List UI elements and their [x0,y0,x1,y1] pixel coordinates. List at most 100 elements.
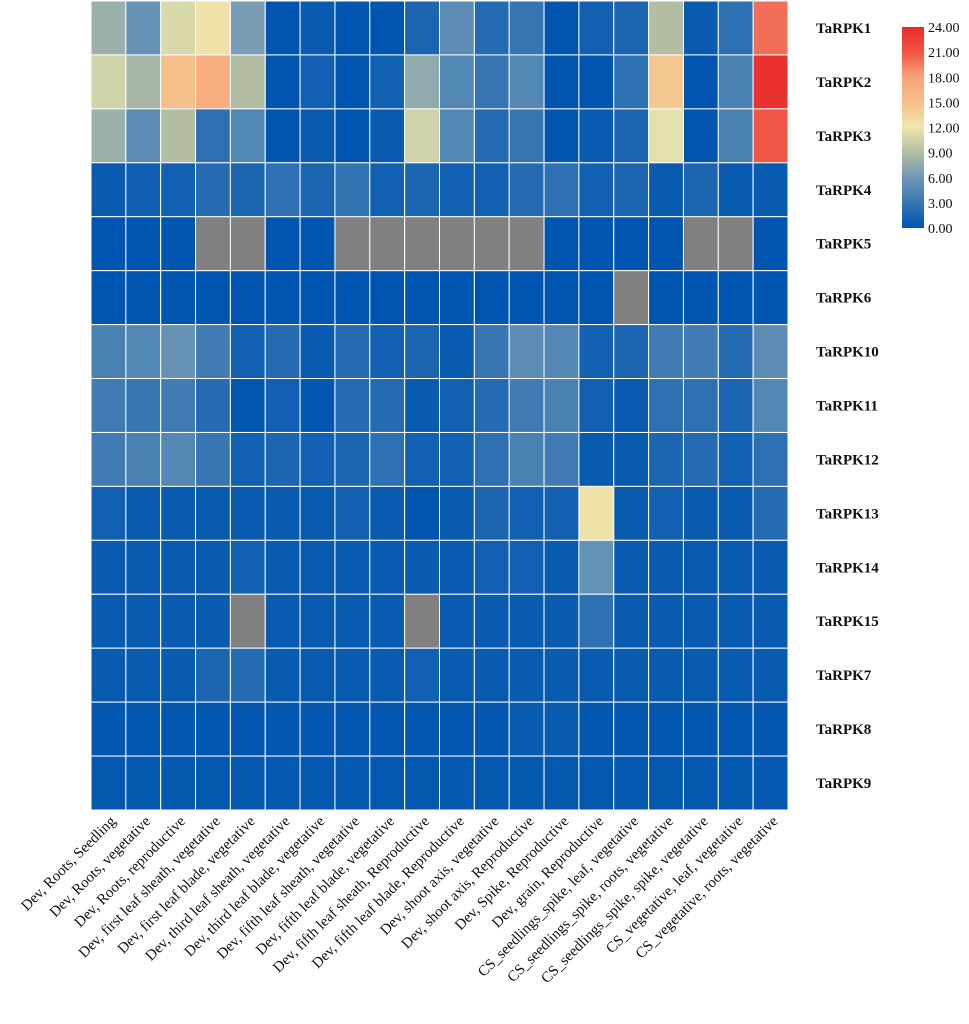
heatmap-cell [404,54,440,110]
heatmap-cell [90,216,127,272]
heatmap-cell [369,108,406,164]
heatmap-cell [369,647,406,703]
heatmap-cell [334,0,371,56]
heatmap-cell [229,593,266,649]
row-label: TaRPK11 [816,399,878,415]
heatmap-cell [125,216,162,272]
heatmap-cell [264,324,301,380]
heatmap-cell [439,216,475,272]
heatmap-cell [90,539,127,595]
heatmap-cell [473,431,510,487]
row-label: TaRPK1 [816,21,871,37]
heatmap-cell [543,647,580,703]
heatmap-cell [229,755,266,811]
heatmap-cell [752,378,789,433]
heatmap-cell [648,108,684,164]
heatmap-cell [752,0,789,56]
heatmap-cell [195,593,231,649]
heatmap-cell [299,593,336,649]
heatmap-cell [404,162,440,218]
heatmap-cell [682,108,719,164]
heatmap-cell [752,485,789,541]
heatmap-cell [264,539,301,595]
heatmap-cell [195,539,231,595]
heatmap-cell [299,108,336,164]
heatmap-cell [439,0,475,56]
heatmap-cell [648,378,684,433]
heatmap-cell [752,647,789,703]
heatmap-cell [439,755,475,811]
heatmap-cell [90,270,127,326]
heatmap-cell [682,647,719,703]
heatmap-cell [752,431,789,487]
heatmap-cell [613,485,650,541]
heatmap-cell [648,593,684,649]
heatmap-cell [125,593,162,649]
heatmap-cell [160,485,197,541]
heatmap-cell [578,108,615,164]
heatmap-cell [369,593,406,649]
row-label: TaRPK8 [816,722,871,738]
heatmap-cell [439,54,475,110]
heatmap-cell [229,431,266,487]
row-label: TaRPK9 [816,776,871,792]
heatmap-cell [648,162,684,218]
heatmap-cell [508,270,545,326]
heatmap-cell [264,755,301,811]
heatmap-cell [648,539,684,595]
heatmap-cell [752,539,789,595]
heatmap-cell [264,108,301,164]
heatmap-cell [473,755,510,811]
heatmap-cell [125,378,162,433]
heatmap-cell [578,270,615,326]
heatmap-cell [717,324,754,380]
heatmap-cell [229,485,266,541]
heatmap-cell [543,431,580,487]
heatmap-cell [334,270,371,326]
heatmap-cell [369,378,406,433]
heatmap-cell [264,485,301,541]
heatmap-cell [439,593,475,649]
heatmap-cell [752,701,789,757]
heatmap-cell [717,755,754,811]
heatmap-cell [264,593,301,649]
heatmap-cell [404,539,440,595]
heatmap-cell [752,755,789,811]
heatmap-cell [682,270,719,326]
heatmap-cell [195,701,231,757]
heatmap-cell [125,431,162,487]
heatmap-cell [369,755,406,811]
heatmap-cell [404,485,440,541]
heatmap-cell [473,0,510,56]
heatmap-cell [578,647,615,703]
heatmap-cell [648,431,684,487]
heatmap-cell [229,378,266,433]
heatmap-cell [299,324,336,380]
heatmap-cell [404,755,440,811]
heatmap-cell [404,701,440,757]
heatmap-cell [160,647,197,703]
heatmap-cell [125,324,162,380]
heatmap-cell [439,162,475,218]
heatmap-cell [439,108,475,164]
heatmap-cell [439,485,475,541]
heatmap-cell [543,270,580,326]
heatmap-cell [369,431,406,487]
heatmap-cell [334,755,371,811]
heatmap-cell [160,431,197,487]
heatmap-cell [508,647,545,703]
heatmap-cell [752,593,789,649]
heatmap-cell [334,647,371,703]
heatmap-cell [264,54,301,110]
heatmap-cell [90,701,127,757]
heatmap-cell [90,162,127,218]
heatmap-cell [578,431,615,487]
heatmap-cell [508,755,545,811]
heatmap-cell [229,108,266,164]
heatmap-cell [473,647,510,703]
heatmap-cell [125,54,162,110]
heatmap-cell [195,162,231,218]
heatmap-cell [752,108,789,164]
heatmap-cell [578,755,615,811]
heatmap-cell [334,162,371,218]
